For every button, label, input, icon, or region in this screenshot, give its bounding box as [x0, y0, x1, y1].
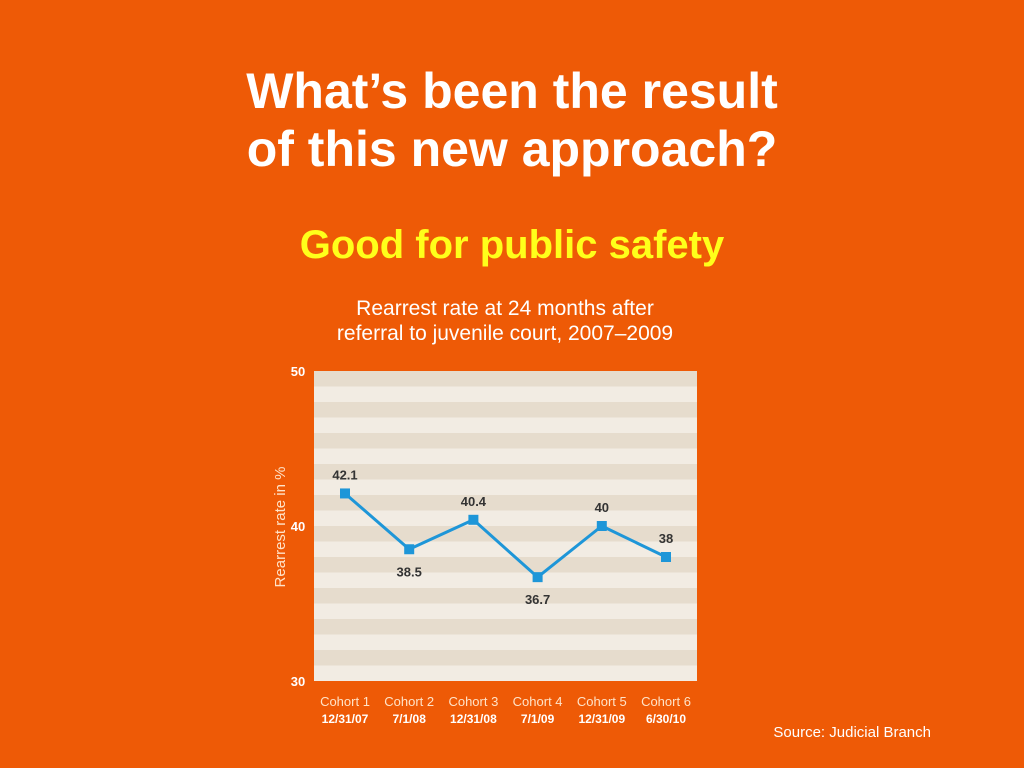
slide-title-line-2: of this new approach? [246, 121, 778, 177]
y-tick-label: 40 [291, 519, 305, 534]
chart-title-line-2: referral to juvenile court, 2007–2009 [336, 322, 674, 345]
data-label: 36.7 [525, 592, 550, 607]
x-tick-label-date: 12/31/08 [450, 712, 497, 726]
grid-band [314, 402, 697, 418]
chart-title: Rearrest rate at 24 months after referra… [0, 296, 1010, 346]
x-tick-label-date: 12/31/07 [322, 712, 369, 726]
grid-band [314, 619, 697, 635]
y-tick-label: 30 [291, 674, 305, 689]
data-label: 38.5 [397, 564, 422, 579]
grid-band [314, 371, 697, 387]
x-tick-label-cohort: Cohort 5 [577, 694, 627, 709]
x-tick-label-cohort: Cohort 1 [320, 694, 370, 709]
data-point [340, 488, 350, 499]
data-point [404, 544, 415, 555]
grid-band [314, 495, 697, 511]
grid-band [314, 433, 697, 449]
grid-band [314, 588, 697, 604]
grid-band [314, 557, 697, 573]
x-tick-label-cohort: Cohort 3 [448, 694, 498, 709]
data-point [532, 572, 543, 583]
x-tick-label-cohort: Cohort 4 [513, 694, 563, 709]
grid-band [314, 650, 697, 666]
slide-title-line-1: What’s been the result [246, 63, 778, 119]
slide-title: What’s been the result of this new appro… [0, 62, 1024, 178]
data-label: 40 [595, 500, 609, 515]
x-tick-label-date: 7/1/09 [521, 712, 555, 726]
data-point [468, 514, 479, 525]
x-tick-label-date: 7/1/08 [393, 712, 427, 726]
y-axis-label: Rearrest rate in % [272, 467, 289, 588]
x-tick-label-cohort: Cohort 6 [641, 694, 691, 709]
slide-subtitle: Good for public safety [299, 223, 725, 267]
data-label: 42.1 [332, 467, 357, 482]
x-tick-label-date: 6/30/10 [646, 712, 686, 726]
grid-band [314, 464, 697, 480]
x-tick-label-cohort: Cohort 2 [384, 694, 434, 709]
data-point [596, 521, 607, 531]
source-note: Source: Judicial Branch [773, 724, 931, 741]
series-line [344, 492, 667, 579]
data-point [661, 552, 671, 562]
y-tick-label: 50 [291, 364, 305, 379]
data-label: 38 [659, 531, 673, 546]
grid-band [314, 526, 697, 542]
data-label: 40.4 [461, 494, 487, 509]
x-tick-label-date: 12/31/09 [578, 712, 625, 726]
chart-title-line-1: Rearrest rate at 24 months after [356, 297, 654, 320]
